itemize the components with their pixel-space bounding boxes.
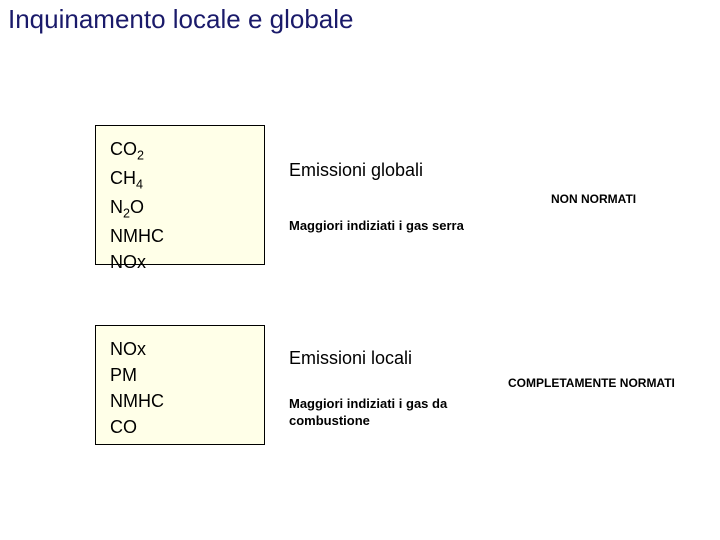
local-emissions-title: Emissioni locali xyxy=(289,348,412,369)
global-emissions-title: Emissioni globali xyxy=(289,160,423,181)
box-global-emissions: CO2 CH4 N2O NMHC NOx xyxy=(95,125,265,265)
local-emissions-subtitle: Maggiori indiziati i gas da combustione xyxy=(289,396,489,430)
chem-nox-2: NOx xyxy=(110,336,250,362)
completamente-normati-label: COMPLETAMENTE NORMATI xyxy=(508,376,675,390)
global-emissions-subtitle: Maggiori indiziati i gas serra xyxy=(289,218,489,235)
chem-ch4: CH4 xyxy=(110,165,250,194)
chem-co2: CO2 xyxy=(110,136,250,165)
chem-co: CO xyxy=(110,414,250,440)
chem-nox-1: NOx xyxy=(110,249,250,275)
chem-nmhc-2: NMHC xyxy=(110,388,250,414)
chem-nmhc-1: NMHC xyxy=(110,223,250,249)
chem-n2o: N2O xyxy=(110,194,250,223)
non-normati-label: NON NORMATI xyxy=(551,192,636,206)
chem-pm: PM xyxy=(110,362,250,388)
page-title: Inquinamento locale e globale xyxy=(8,4,353,35)
box-local-emissions: NOx PM NMHC CO xyxy=(95,325,265,445)
